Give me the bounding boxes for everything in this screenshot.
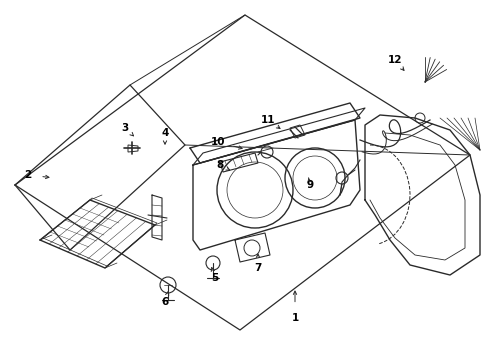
Text: 3: 3 xyxy=(122,123,129,133)
Text: 10: 10 xyxy=(211,137,225,147)
Text: 7: 7 xyxy=(254,263,262,273)
Text: 12: 12 xyxy=(388,55,402,65)
Text: 6: 6 xyxy=(161,297,169,307)
Text: 1: 1 xyxy=(292,313,298,323)
Text: 2: 2 xyxy=(24,170,32,180)
Text: 4: 4 xyxy=(161,128,169,138)
Text: 5: 5 xyxy=(211,273,219,283)
Text: 8: 8 xyxy=(217,160,223,170)
Text: 11: 11 xyxy=(261,115,275,125)
Text: 9: 9 xyxy=(306,180,314,190)
